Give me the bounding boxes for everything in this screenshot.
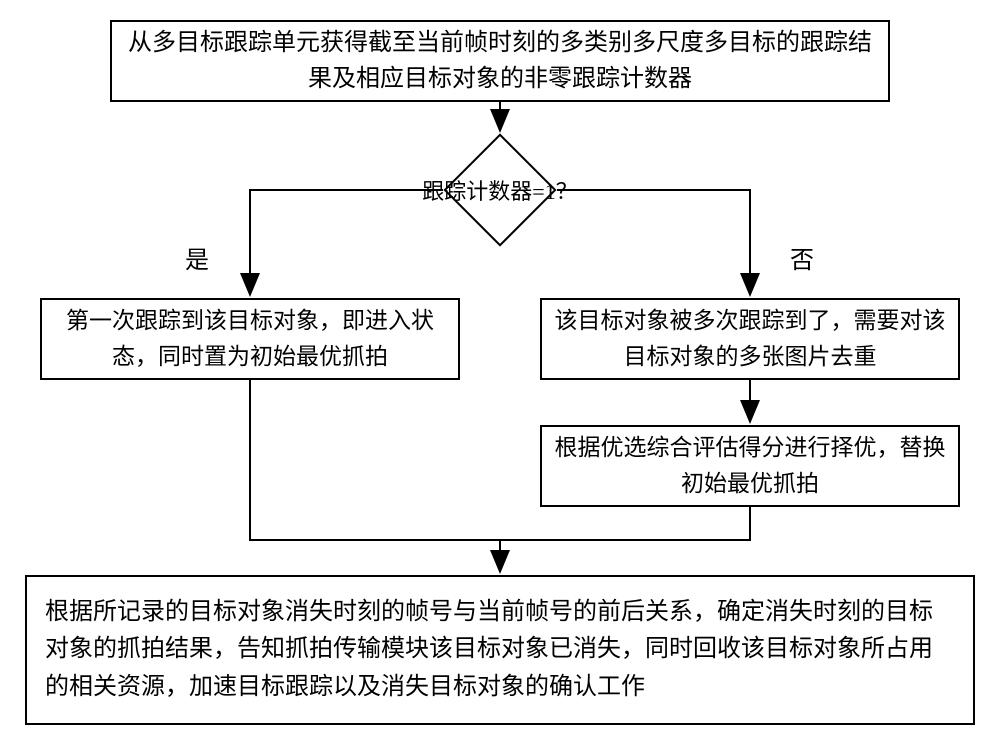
yes-label: 是 bbox=[185, 240, 209, 275]
arrow-yes-merge bbox=[250, 380, 500, 540]
no-box-text: 该目标对象被多次跟踪到了，需要对该目标对象的多张图片去重 bbox=[554, 303, 946, 374]
no-box: 该目标对象被多次跟踪到了，需要对该目标对象的多张图片去重 bbox=[540, 298, 960, 380]
decision-text: 跟踪计数器=1？ bbox=[422, 174, 577, 206]
start-text: 从多目标跟踪单元获得截至当前帧时刻的多类别多尺度多目标的跟踪结果及相应目标对象的… bbox=[124, 25, 876, 97]
final-box-text: 根据所记录的目标对象消失时刻的帧号与当前帧号的前后关系，确定消失时刻的目标对象的… bbox=[45, 594, 955, 706]
arrow-no bbox=[557, 190, 750, 295]
yes-box-text: 第一次跟踪到该目标对象，即进入状态，同时置为初始最优抓拍 bbox=[54, 303, 446, 374]
arrow-yes bbox=[250, 190, 443, 295]
decision-text-container: 跟踪计数器=1？ bbox=[400, 175, 600, 205]
yes-box: 第一次跟踪到该目标对象，即进入状态，同时置为初始最优抓拍 bbox=[40, 298, 460, 380]
final-box: 根据所记录的目标对象消失时刻的帧号与当前帧号的前后关系，确定消失时刻的目标对象的… bbox=[25, 575, 975, 725]
start-box: 从多目标跟踪单元获得截至当前帧时刻的多类别多尺度多目标的跟踪结果及相应目标对象的… bbox=[110, 20, 890, 102]
replace-box-text: 根据优选综合评估得分进行择优，替换初始最优抓拍 bbox=[554, 430, 946, 501]
replace-box: 根据优选综合评估得分进行择优，替换初始最优抓拍 bbox=[540, 425, 960, 507]
no-label: 否 bbox=[790, 240, 814, 275]
arrow-replace-merge bbox=[500, 507, 750, 540]
